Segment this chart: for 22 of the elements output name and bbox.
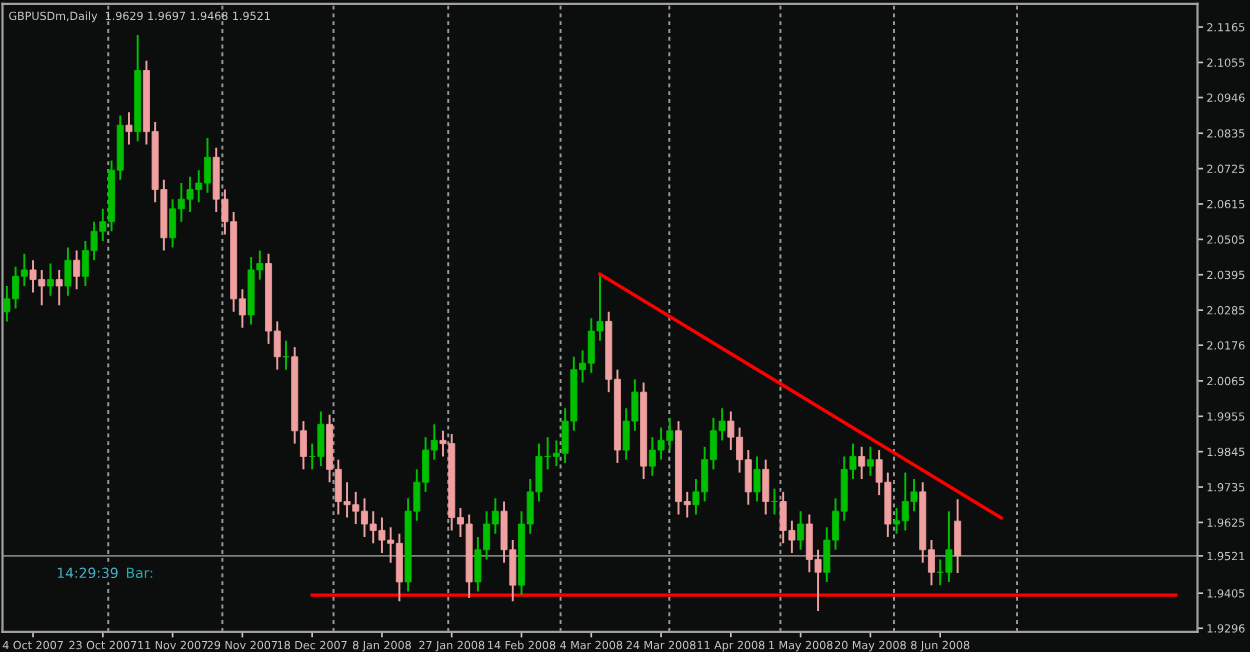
candlestick (866, 445, 874, 477)
candlestick (893, 506, 901, 535)
candlestick (125, 111, 133, 146)
candlestick (73, 249, 81, 291)
candlestick (169, 198, 177, 249)
candlestick (954, 498, 962, 574)
candlestick (64, 246, 72, 297)
candlestick (762, 458, 770, 516)
candlestick (770, 487, 778, 516)
candlestick (395, 532, 403, 603)
candlestick (727, 410, 735, 452)
candlestick (282, 339, 290, 371)
candlestick (29, 259, 37, 294)
candlestick (55, 268, 63, 307)
candlestick (797, 510, 805, 551)
candlestick (910, 478, 918, 513)
candlestick (858, 445, 866, 480)
candlestick (47, 262, 54, 297)
candlestick (657, 426, 665, 461)
candlestick (753, 455, 761, 503)
candlestick (186, 175, 194, 213)
candlestick (378, 516, 386, 554)
